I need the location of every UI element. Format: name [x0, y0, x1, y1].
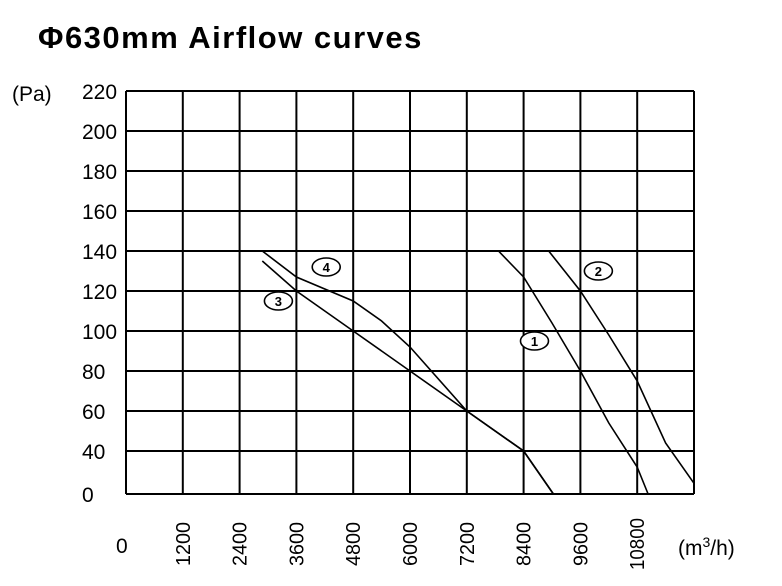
curve-label: 1	[531, 334, 538, 349]
curve-label-marker	[263, 291, 294, 311]
x-tick-label: 10800	[627, 518, 649, 570]
y-tick-label: 200	[82, 121, 117, 144]
x-tick-label: 7200	[457, 522, 479, 566]
x-tick-label: 4800	[343, 522, 365, 566]
x-tick-label: 6000	[400, 522, 422, 566]
x-tick-label: 9600	[570, 522, 592, 566]
x-axis-label: (m3/h)	[678, 534, 735, 560]
x-tick-label: 8400	[514, 522, 536, 566]
curve-label-marker	[311, 257, 342, 277]
y-tick-label: 220	[82, 81, 117, 104]
x-origin-label: 0	[116, 535, 128, 558]
x-axis-label-sup: 3	[703, 534, 711, 550]
series-line-1	[497, 250, 649, 495]
x-axis-label-base: (m	[678, 537, 703, 560]
curve-label: 4	[323, 260, 331, 275]
y-tick-label: 60	[82, 401, 105, 424]
series-line-4	[261, 250, 555, 495]
y-tick-label: 140	[82, 241, 117, 264]
y-tick-label: 0	[82, 484, 94, 507]
x-tick-label: 1200	[173, 522, 195, 566]
curve-label-marker	[583, 261, 614, 281]
y-tick-label: 160	[82, 201, 117, 224]
y-axis-label: (Pa)	[12, 83, 52, 106]
y-tick-label: 180	[82, 161, 117, 184]
curve-label-marker	[519, 331, 550, 351]
x-tick-label: 3600	[286, 522, 308, 566]
series-line-3	[261, 260, 555, 495]
curve-label: 3	[275, 294, 282, 309]
x-tick-label: 2400	[230, 522, 252, 566]
y-tick-label: 100	[82, 321, 117, 344]
chart-title: Φ630mm Airflow curves	[38, 20, 423, 55]
curve-label: 2	[595, 264, 602, 279]
y-tick-label: 120	[82, 281, 117, 304]
y-tick-label: 40	[82, 441, 105, 464]
x-axis-label-tail: /h)	[710, 537, 735, 560]
y-tick-label: 80	[82, 361, 105, 384]
series-line-2	[548, 250, 695, 484]
